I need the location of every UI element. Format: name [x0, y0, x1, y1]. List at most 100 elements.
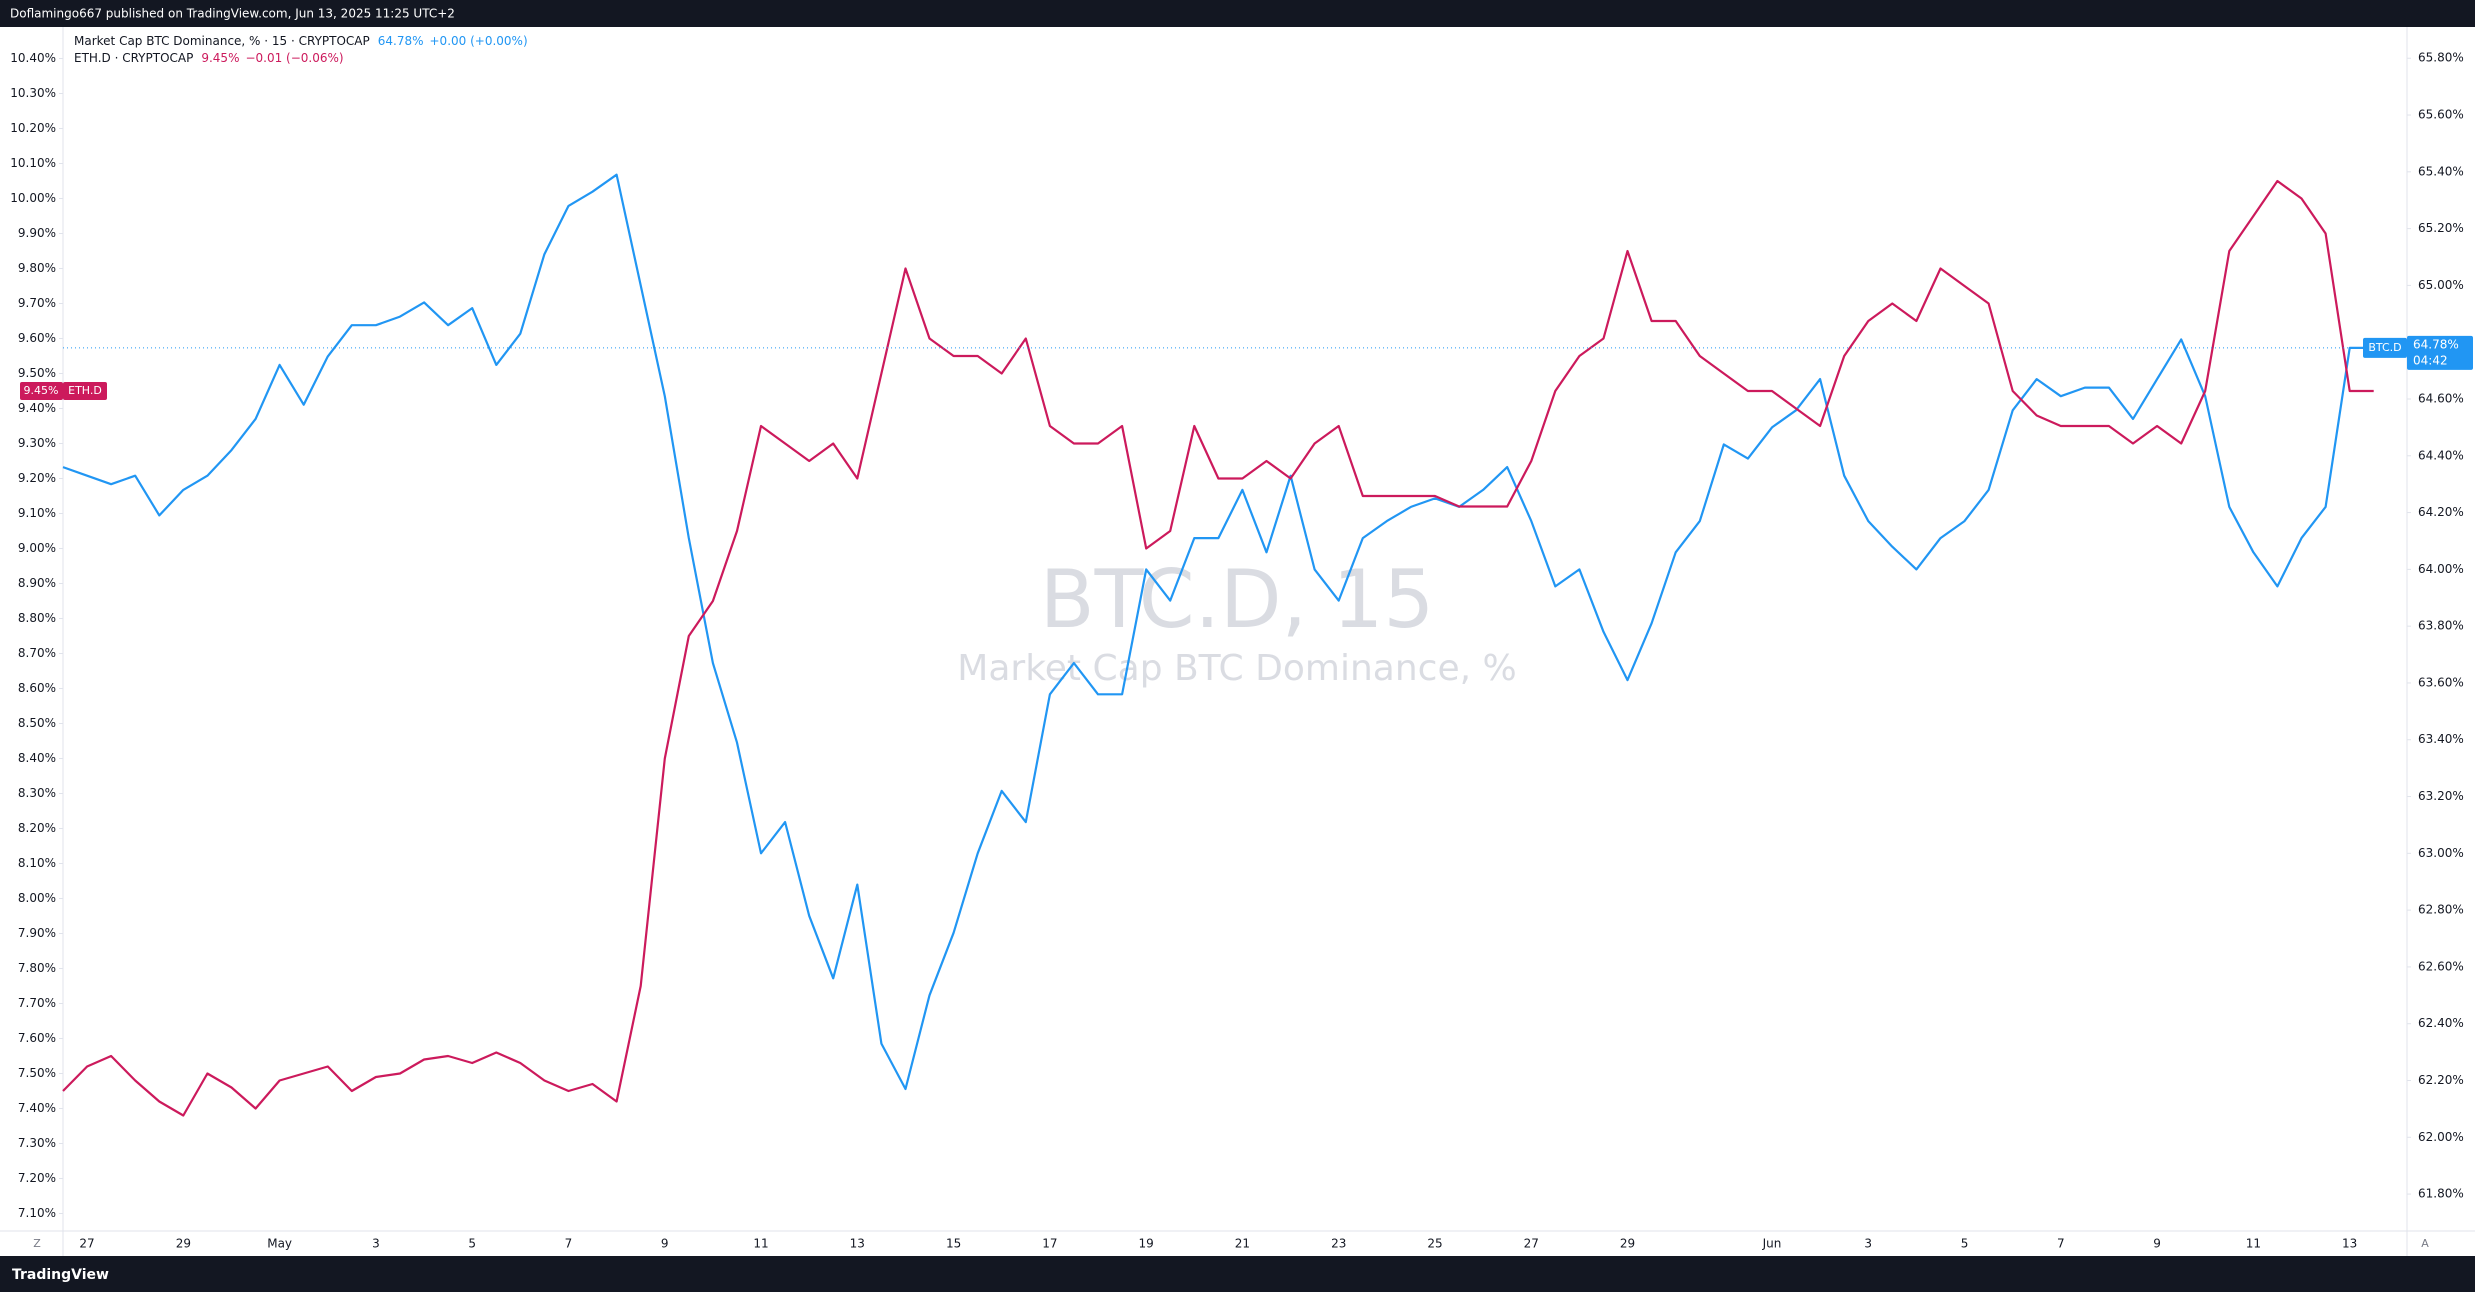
corner-label[interactable]: Z	[33, 1237, 41, 1250]
y-tick-label: 8.70%	[18, 646, 56, 660]
footer-bar	[0, 1256, 2475, 1292]
axis-price-label: 9.45%	[24, 384, 59, 397]
x-tick-label: May	[267, 1237, 292, 1251]
y2-tick-label: 65.80%	[2418, 51, 2464, 65]
x-tick-label: 7	[565, 1237, 573, 1251]
y2-tick-label: 63.60%	[2418, 675, 2464, 689]
y-tick-label: 9.60%	[18, 331, 56, 345]
x-tick-label: 17	[1042, 1237, 1057, 1251]
x-tick-label: Jun	[1762, 1237, 1782, 1251]
y2-tick-label: 62.80%	[2418, 903, 2464, 917]
x-tick-label: 23	[1331, 1237, 1346, 1251]
y-tick-label: 8.10%	[18, 856, 56, 870]
y-tick-label: 7.60%	[18, 1031, 56, 1045]
legend-name: ETH.D · CRYPTOCAP	[74, 51, 193, 65]
legend-value: 64.78%	[378, 34, 424, 48]
y-tick-label: 10.00%	[10, 191, 56, 205]
legend-change: −0.01 (−0.06%)	[245, 51, 343, 65]
legend-entry: Market Cap BTC Dominance, % · 15 · CRYPT…	[74, 34, 528, 48]
price-tag	[63, 382, 107, 400]
x-tick-label: 5	[1961, 1237, 1969, 1251]
x-tick-label: 3	[372, 1237, 380, 1251]
axis-price-tag	[2407, 335, 2473, 370]
x-tick-label: 11	[753, 1237, 768, 1251]
series-line	[62, 179, 2374, 1117]
y-tick-label: 9.40%	[18, 401, 56, 415]
y-tick-label: 8.60%	[18, 681, 56, 695]
y-tick-label: 8.00%	[18, 891, 56, 905]
footer-brand: TradingView	[12, 1267, 109, 1283]
x-tick-label: 25	[1427, 1237, 1442, 1251]
legend-value: 9.45%	[201, 51, 239, 65]
y2-tick-label: 65.60%	[2418, 108, 2464, 122]
y-tick-label: 10.30%	[10, 86, 56, 100]
y-tick-label: 9.50%	[18, 366, 56, 380]
header-bar	[0, 0, 2475, 27]
header-text: Doflamingo667 published on TradingView.c…	[10, 7, 455, 21]
y2-tick-label: 65.20%	[2418, 221, 2464, 235]
x-tick-label: 11	[2246, 1237, 2261, 1251]
y2-tick-label: 62.20%	[2418, 1073, 2464, 1087]
y-tick-label: 7.30%	[18, 1136, 56, 1150]
x-tick-label: 9	[661, 1237, 669, 1251]
legend-entry: ETH.D · CRYPTOCAP 9.45% −0.01 (−0.06%)	[74, 51, 344, 65]
y2-tick-label: 62.60%	[2418, 959, 2464, 973]
y-tick-label: 7.70%	[18, 996, 56, 1010]
x-tick-label: 29	[176, 1237, 191, 1251]
y-tick-label: 7.50%	[18, 1066, 56, 1080]
y2-tick-label: 65.40%	[2418, 164, 2464, 178]
x-tick-label: 13	[2342, 1237, 2357, 1251]
y-tick-label: 7.10%	[18, 1206, 56, 1220]
x-tick-label: 7	[2057, 1237, 2065, 1251]
price-tag-name: ETH.D	[68, 384, 102, 397]
y-tick-label: 9.00%	[18, 541, 56, 555]
y2-tick-label: 64.60%	[2418, 391, 2464, 405]
price-tag	[2363, 337, 2407, 358]
y-tick-label: 8.80%	[18, 611, 56, 625]
legend-change: +0.00 (+0.00%)	[430, 34, 528, 48]
y-tick-label: 9.10%	[18, 506, 56, 520]
y-tick-label: 7.40%	[18, 1101, 56, 1115]
axis-countdown: 04:42	[2413, 353, 2448, 367]
y-tick-label: 8.20%	[18, 821, 56, 835]
y-tick-label: 10.20%	[10, 121, 56, 135]
y-tick-label: 7.80%	[18, 961, 56, 975]
y-tick-label: 8.50%	[18, 716, 56, 730]
y2-tick-label: 62.00%	[2418, 1130, 2464, 1144]
watermark-title: BTC.D, 15	[1040, 553, 1435, 646]
y-tick-label: 10.10%	[10, 156, 56, 170]
x-tick-label: 27	[1524, 1237, 1539, 1251]
series-line	[62, 173, 2374, 1091]
x-tick-label: 21	[1235, 1237, 1250, 1251]
y-tick-label: 10.40%	[10, 51, 56, 65]
y-tick-label: 9.90%	[18, 226, 56, 240]
y2-tick-label: 63.00%	[2418, 846, 2464, 860]
y-tick-label: 9.80%	[18, 261, 56, 275]
y2-tick-label: 65.00%	[2418, 278, 2464, 292]
y2-tick-label: 63.20%	[2418, 789, 2464, 803]
x-tick-label: 27	[79, 1237, 94, 1251]
y-tick-label: 7.90%	[18, 926, 56, 940]
y-tick-label: 9.20%	[18, 471, 56, 485]
y-tick-label: 9.70%	[18, 296, 56, 310]
y2-tick-label: 62.40%	[2418, 1016, 2464, 1030]
watermark-subtitle: Market Cap BTC Dominance, %	[957, 648, 1516, 689]
y-tick-label: 9.30%	[18, 436, 56, 450]
x-tick-label: 19	[1139, 1237, 1154, 1251]
x-tick-label: 29	[1620, 1237, 1635, 1251]
y2-tick-label: 61.80%	[2418, 1187, 2464, 1201]
y-tick-label: 8.90%	[18, 576, 56, 590]
corner-label[interactable]: A	[2421, 1237, 2429, 1250]
x-tick-label: 5	[468, 1237, 476, 1251]
x-tick-label: 3	[1864, 1237, 1872, 1251]
price-tag-name: BTC.D	[2368, 341, 2401, 354]
axis-price-tag	[20, 382, 63, 400]
y2-tick-label: 64.40%	[2418, 448, 2464, 462]
x-tick-label: 15	[946, 1237, 961, 1251]
y2-tick-label: 63.80%	[2418, 619, 2464, 633]
y-tick-label: 7.20%	[18, 1171, 56, 1185]
y2-tick-label: 64.20%	[2418, 505, 2464, 519]
y2-tick-label: 63.40%	[2418, 732, 2464, 746]
axis-price-label: 64.78%	[2413, 337, 2459, 351]
